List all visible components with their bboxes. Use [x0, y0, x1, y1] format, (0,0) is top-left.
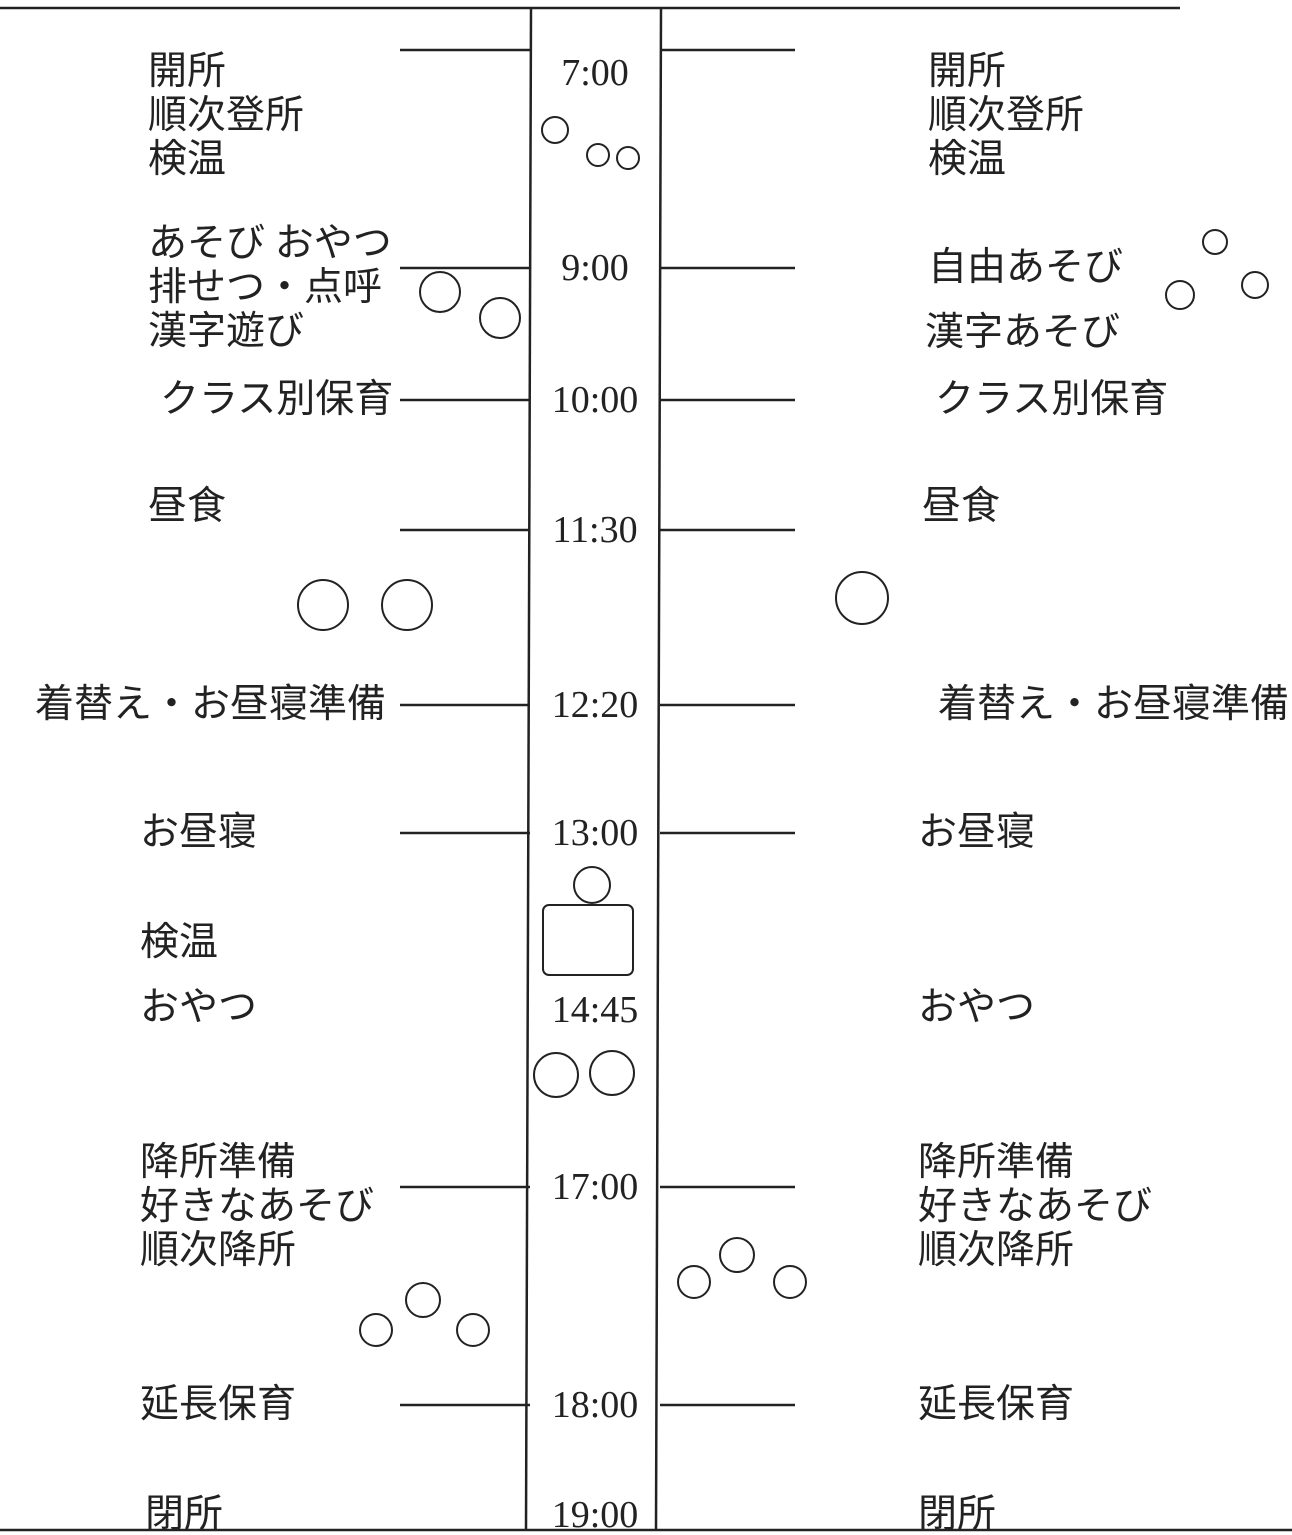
activity-line: 降所準備	[918, 1141, 1075, 1184]
activity-line: 閉所	[145, 1493, 224, 1535]
activity-line: あそび おやつ	[148, 222, 392, 265]
activity-line: 着替え・お昼寝準備	[35, 683, 387, 726]
right-activity: 開所 順次登所 検温	[928, 50, 1084, 182]
left-activity: 延長保育	[140, 1383, 296, 1427]
activity-line: クラス別保育	[160, 378, 394, 421]
activity-line: 検温	[928, 138, 1007, 181]
activity-line: 昼食	[148, 485, 227, 528]
right-activity: 降所準備 好きなあそび 順次降所	[918, 1141, 1152, 1273]
activity-line: おやつ	[918, 986, 1036, 1029]
time-label: 18:00	[551, 1384, 639, 1426]
activity-line: 降所準備	[140, 1141, 297, 1184]
time-label: 13:00	[551, 812, 639, 854]
activity-line: 開所	[148, 50, 227, 93]
activity-line: 順次降所	[140, 1229, 297, 1272]
left-activity: おやつ	[140, 986, 257, 1030]
right-activity: 昼食	[922, 485, 1000, 529]
activity-line: 着替え・お昼寝準備	[938, 683, 1290, 726]
activity-line: 昼食	[922, 485, 1001, 528]
right-activity: お昼寝	[918, 811, 1035, 855]
left-activity: 着替え・お昼寝準備	[35, 683, 386, 727]
time-label: 9:00	[561, 247, 629, 289]
activity-line: 排せつ・点呼	[148, 266, 383, 309]
left-activity: 昼食	[148, 485, 226, 529]
right-activity: おやつ	[918, 986, 1035, 1030]
activity-line: 延長保育	[140, 1383, 297, 1426]
right-activity: 自由あそび	[928, 246, 1123, 290]
activity-line: 順次降所	[918, 1229, 1075, 1272]
time-label: 7:00	[561, 52, 629, 94]
activity-line: 好きなあそび	[918, 1185, 1153, 1228]
activity-line: 閉所	[918, 1493, 997, 1535]
right-activity: 閉所	[918, 1493, 996, 1535]
left-activity: 検温	[140, 921, 218, 965]
activity-line: クラス別保育	[935, 378, 1169, 421]
time-label: 10:00	[551, 379, 639, 421]
activity-line: 開所	[928, 50, 1007, 93]
right-activity: 延長保育	[918, 1383, 1074, 1427]
right-activity: 着替え・お昼寝準備	[938, 683, 1289, 727]
activity-line: 漢字あそび	[925, 311, 1121, 354]
activity-line: お昼寝	[918, 811, 1036, 854]
left-activity: 開所 順次登所 検温	[148, 50, 304, 182]
time-label: 12:20	[551, 684, 639, 726]
activity-line: 検温	[148, 138, 227, 181]
left-activity: 閉所	[145, 1493, 223, 1535]
activity-line: 順次登所	[928, 94, 1085, 137]
left-activity: あそび おやつ 排せつ・点呼 漢字遊び	[148, 222, 392, 354]
activity-line: 自由あそび	[928, 246, 1124, 289]
right-activity: 漢字あそび	[925, 311, 1120, 355]
activity-line: 好きなあそび	[140, 1185, 375, 1228]
left-activity: お昼寝	[140, 811, 257, 855]
activity-line: お昼寝	[140, 811, 258, 854]
activity-line: 順次登所	[148, 94, 305, 137]
time-label: 11:30	[552, 509, 638, 551]
activity-line: 漢字遊び	[148, 310, 305, 353]
time-label: 14:45	[551, 989, 639, 1031]
activity-line: おやつ	[140, 986, 258, 1029]
time-label: 17:00	[551, 1166, 639, 1208]
left-activity: 降所準備 好きなあそび 順次降所	[140, 1141, 374, 1273]
time-label: 19:00	[551, 1494, 639, 1535]
activity-line: 延長保育	[918, 1383, 1075, 1426]
activity-line: 検温	[140, 921, 219, 964]
left-activity: クラス別保育	[160, 378, 393, 422]
right-activity: クラス別保育	[935, 378, 1168, 422]
